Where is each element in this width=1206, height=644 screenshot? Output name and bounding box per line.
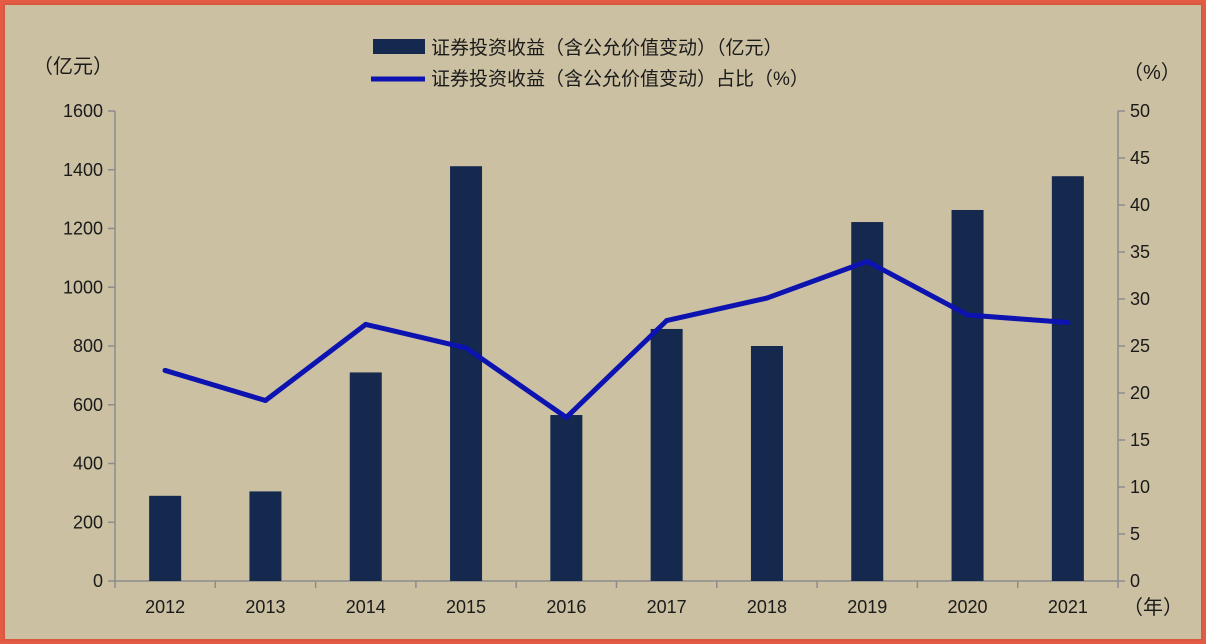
line-point-2019 bbox=[864, 258, 870, 264]
line-point-2015 bbox=[463, 345, 469, 351]
legend-label-bar: 证券投资收益（含公允价值变动）（亿元） bbox=[431, 37, 783, 59]
bar-2021 bbox=[1051, 176, 1084, 581]
x-tick-label: 2013 bbox=[245, 597, 285, 617]
y-left-tick-label: 1000 bbox=[63, 277, 103, 297]
bar-2014 bbox=[349, 372, 382, 581]
x-tick-label: 2014 bbox=[346, 597, 386, 617]
bar-2012 bbox=[149, 495, 182, 581]
y-left-unit-label: （亿元） bbox=[33, 55, 113, 78]
y-left-tick-label: 800 bbox=[73, 336, 103, 356]
y-left-tick-label: 1200 bbox=[63, 219, 103, 239]
line-point-2014 bbox=[363, 321, 369, 327]
line-point-2013 bbox=[262, 398, 268, 404]
line-point-2020 bbox=[965, 312, 971, 318]
line-path bbox=[162, 258, 1071, 420]
y-right-tick-label: 15 bbox=[1130, 430, 1150, 450]
line-point-2016 bbox=[563, 414, 569, 420]
y-right-tick-label: 10 bbox=[1130, 477, 1150, 497]
x-tick-label: 2021 bbox=[1048, 597, 1088, 617]
line-point-2021 bbox=[1065, 320, 1071, 325]
x-tick-label: 2015 bbox=[446, 597, 486, 617]
x-tick-label: 2012 bbox=[145, 597, 185, 617]
line-point-2018 bbox=[764, 295, 770, 301]
bar-2020 bbox=[951, 209, 984, 581]
bar-2017 bbox=[650, 328, 683, 581]
y-right-unit-label: （%） bbox=[1123, 61, 1181, 84]
chart-frame: 证券投资收益（含公允价值变动）（亿元） 证券投资收益（含公允价值变动）占比（%）… bbox=[3, 3, 1203, 641]
bar-2016 bbox=[550, 415, 583, 581]
y-right-tick-label: 40 bbox=[1130, 195, 1150, 215]
y-left-tick-label: 200 bbox=[73, 512, 103, 532]
combo-chart: 证券投资收益（含公允价值变动）（亿元） 证券投资收益（含公允价值变动）占比（%）… bbox=[33, 37, 1183, 619]
y-right-tick-label: 0 bbox=[1130, 571, 1140, 591]
chart-legend: 证券投资收益（含公允价值变动）（亿元） 证券投资收益（含公允价值变动）占比（%） bbox=[371, 37, 809, 90]
x-tick-label: 2020 bbox=[948, 597, 988, 617]
legend-label-line: 证券投资收益（含公允价值变动）占比（%） bbox=[431, 68, 809, 90]
line-point-2017 bbox=[664, 318, 670, 324]
y-left-tick-label: 400 bbox=[73, 454, 103, 474]
y-right-tick-label: 35 bbox=[1130, 242, 1150, 262]
y-right-tick-label: 20 bbox=[1130, 383, 1150, 403]
axes bbox=[108, 110, 1125, 588]
y-left-tick-label: 0 bbox=[93, 571, 103, 591]
y-right-tick-label: 5 bbox=[1130, 524, 1140, 544]
x-tick-label: 2018 bbox=[747, 597, 787, 617]
x-unit-label: （年） bbox=[1123, 596, 1183, 619]
y-right-tick-label: 50 bbox=[1130, 101, 1150, 121]
y-right-tick-label: 30 bbox=[1130, 289, 1150, 309]
y-left-tick-label: 600 bbox=[73, 395, 103, 415]
bar-2019 bbox=[851, 222, 884, 581]
tick-labels: 0 200 400 600 800 1000 1200 1400 1600 0 5 10 15 20 25 3… bbox=[63, 101, 1150, 617]
x-tick-label: 2017 bbox=[647, 597, 687, 617]
x-tick-label: 2019 bbox=[847, 597, 887, 617]
y-right-tick-label: 25 bbox=[1130, 336, 1150, 356]
y-right-tick-label: 45 bbox=[1130, 148, 1150, 168]
legend-swatch-bar bbox=[373, 39, 425, 54]
bar-2013 bbox=[249, 491, 282, 581]
bar-2018 bbox=[750, 346, 783, 581]
y-left-tick-label: 1400 bbox=[63, 160, 103, 180]
x-tick-label: 2016 bbox=[546, 597, 586, 617]
line-series bbox=[162, 258, 1071, 420]
bar-2015 bbox=[450, 166, 483, 581]
bar-series bbox=[149, 166, 1084, 581]
y-left-tick-label: 1600 bbox=[63, 101, 103, 121]
line-point-2012 bbox=[162, 367, 168, 373]
